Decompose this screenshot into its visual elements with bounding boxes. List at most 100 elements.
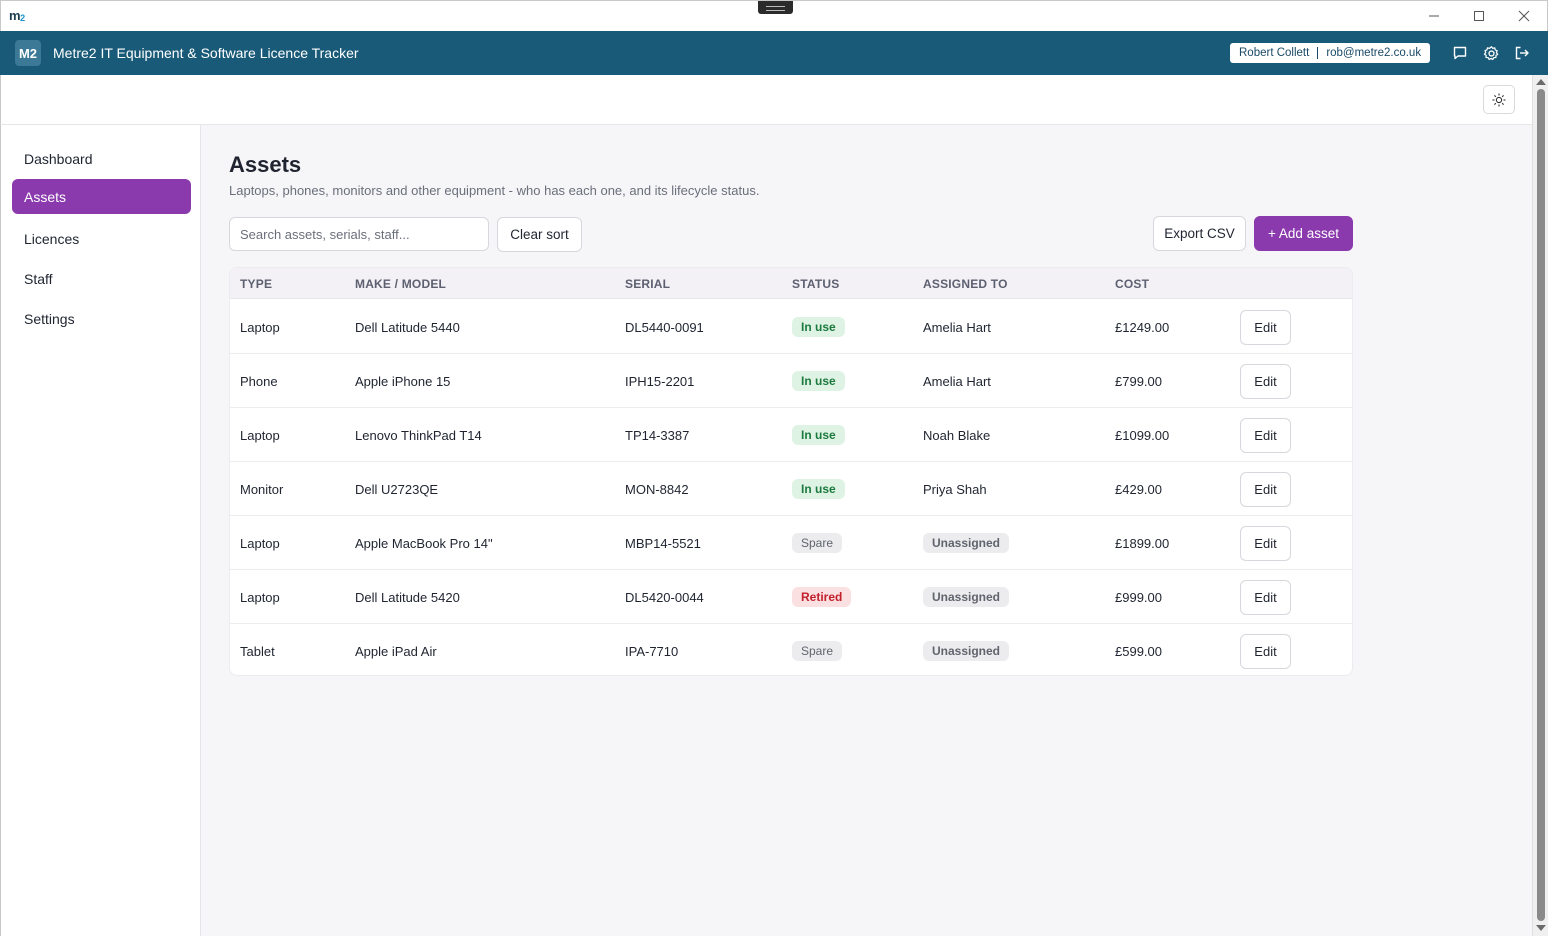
table-row: Laptop Dell Latitude 5440 DL5440-0091 In us… [230,300,1352,354]
serial-cell: MBP14-5521 [625,536,701,551]
sidebar-item-licences[interactable]: Licences [24,230,80,247]
status-badge: Spare [792,641,843,661]
serial-cell: DL5420-0044 [625,590,704,605]
assigned-to-badge: Unassigned [923,533,1010,553]
edit-button[interactable]: Edit [1240,634,1291,669]
theme-sun-icon [1492,93,1506,106]
type-cell: Laptop [240,536,280,551]
assigned-to-cell: Noah Blake [923,428,991,443]
sidebar-item-settings[interactable]: Settings [24,310,75,327]
status-badge: In use [792,371,845,391]
table-row: Tablet Apple iPad Air IPA-7710 Spare Unassig… [230,624,1352,675]
column-header-cost[interactable]: COST [1115,277,1150,291]
assigned-to-cell: Amelia Hart [923,374,991,389]
serial-cell: IPA-7710 [625,644,679,659]
edit-button[interactable]: Edit [1240,364,1291,399]
theme-toggle-button[interactable] [1483,85,1515,114]
column-header-type[interactable]: TYPE [240,277,273,291]
close-icon[interactable] [1512,5,1536,27]
page-subtitle: Laptops, phones, monitors and other equi… [229,183,760,198]
scroll-down-arrow-icon[interactable] [1536,925,1546,931]
model-cell: Lenovo ThinkPad T14 [355,428,482,443]
top-toolbar [0,75,1532,125]
table-row: Monitor Dell U2723QE MON-8842 In use Priya S… [230,462,1352,516]
search-input[interactable] [229,217,489,251]
type-cell: Tablet [240,644,275,659]
window-titlebar: m2 [0,0,1548,31]
edit-button[interactable]: Edit [1240,580,1291,615]
column-header-model[interactable]: MAKE / MODEL [355,277,447,291]
model-cell: Dell Latitude 5420 [355,590,460,605]
column-header-status[interactable]: STATUS [792,277,840,291]
sidebar-item-dashboard[interactable]: Dashboard [24,150,93,167]
chat-icon[interactable] [1450,43,1470,63]
edit-button[interactable]: Edit [1240,472,1291,507]
edit-button[interactable]: Edit [1240,310,1291,345]
app-logo-badge: M2 [15,40,41,66]
user-pill[interactable]: Robert Collett rob@metre2.co.uk [1230,43,1431,63]
model-cell: Dell Latitude 5440 [355,320,460,335]
model-cell: Apple iPhone 15 [355,374,451,389]
sidebar-item-assets[interactable]: Assets [12,179,191,214]
clear-sort-button[interactable]: Clear sort [497,217,582,252]
cost-cell: £1099.00 [1115,428,1170,443]
type-cell: Laptop [240,320,280,335]
user-email: rob@metre2.co.uk [1326,47,1422,59]
serial-cell: TP14-3387 [625,428,690,443]
edit-button[interactable]: Edit [1240,418,1291,453]
assigned-to-cell: Amelia Hart [923,320,991,335]
assigned-to-badge: Unassigned [923,587,1010,607]
app-header: M2 Metre2 IT Equipment & Software Licenc… [0,31,1548,75]
serial-cell: DL5440-0091 [625,320,704,335]
column-header-assigned[interactable]: ASSIGNED TO [923,277,1008,291]
status-badge: In use [792,425,845,445]
gear-icon[interactable] [1481,43,1501,63]
status-badge: Spare [792,533,843,553]
cost-cell: £1249.00 [1115,320,1170,335]
scrollbar-thumb[interactable] [1537,89,1545,921]
window-logo: m2 [9,8,25,23]
assets-table: TYPE MAKE / MODEL SERIAL STATUS ASSIGNED… [229,267,1353,676]
type-cell: Laptop [240,590,280,605]
model-cell: Apple iPad Air [355,644,437,659]
status-badge: Retired [792,587,852,607]
serial-cell: IPH15-2201 [625,374,695,389]
column-header-serial[interactable]: SERIAL [625,277,671,291]
drag-handle[interactable] [758,1,793,14]
sidebar: Dashboard Assets Licences Staff Settings [0,125,201,936]
table-row: Phone Apple iPhone 15 IPH15-2201 In use Amel… [230,354,1352,408]
type-cell: Phone [240,374,278,389]
cost-cell: £1899.00 [1115,536,1170,551]
logout-icon[interactable] [1512,43,1532,63]
type-cell: Monitor [240,482,284,497]
model-cell: Apple MacBook Pro 14" [355,536,493,551]
status-badge: In use [792,479,845,499]
table-row: Laptop Lenovo ThinkPad T14 TP14-3387 In use… [230,408,1352,462]
scroll-up-arrow-icon[interactable] [1536,79,1546,85]
table-row: Laptop Apple MacBook Pro 14" MBP14-5521 Spa… [230,516,1352,570]
type-cell: Laptop [240,428,280,443]
page-title: Assets [229,152,302,177]
edit-button[interactable]: Edit [1240,526,1291,561]
add-asset-button[interactable]: + Add asset [1254,216,1353,251]
main-content: Assets Laptops, phones, monitors and oth… [201,125,1532,936]
export-csv-button[interactable]: Export CSV [1153,216,1246,251]
minimize-icon[interactable] [1422,5,1446,27]
sidebar-item-staff[interactable]: Staff [24,270,53,287]
cost-cell: £999.00 [1115,590,1162,605]
user-pill-divider [1317,47,1319,59]
status-badge: In use [792,317,845,337]
cost-cell: £799.00 [1115,374,1162,389]
table-header: TYPE MAKE / MODEL SERIAL STATUS ASSIGNED… [230,268,1352,299]
cost-cell: £599.00 [1115,644,1162,659]
vertical-scrollbar[interactable] [1532,75,1548,936]
serial-cell: MON-8842 [625,482,689,497]
table-row: Laptop Dell Latitude 5420 DL5420-0044 Retir… [230,570,1352,624]
maximize-icon[interactable] [1467,5,1491,27]
cost-cell: £429.00 [1115,482,1162,497]
user-name: Robert Collett [1239,47,1310,59]
app-title: Metre2 IT Equipment & Software Licence T… [53,45,359,61]
assigned-to-cell: Priya Shah [923,482,987,497]
assigned-to-badge: Unassigned [923,641,1010,661]
model-cell: Dell U2723QE [355,482,439,497]
